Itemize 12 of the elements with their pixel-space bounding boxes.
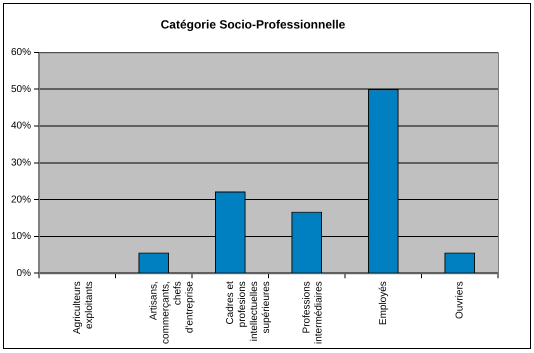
y-tick-label: 60% xyxy=(11,47,32,58)
x-tick-label: Artisans, commerçants, chefs d'entreprise xyxy=(148,280,196,344)
x-tick-label: Ouvriers xyxy=(454,281,466,319)
y-tick-label: 30% xyxy=(11,158,32,169)
y-tick-label: 20% xyxy=(11,194,32,206)
y-tick-label: 10% xyxy=(11,231,32,242)
chart-title: Catégorie Socio-Professionnelle xyxy=(160,18,346,32)
y-tick-label: 50% xyxy=(11,84,32,95)
y-tick-label: 40% xyxy=(11,120,32,132)
x-tick-label: Agriculteurs exploitants xyxy=(72,281,96,334)
x-tick-label: Employés xyxy=(378,281,390,326)
y-tick-label: 0% xyxy=(16,268,32,279)
